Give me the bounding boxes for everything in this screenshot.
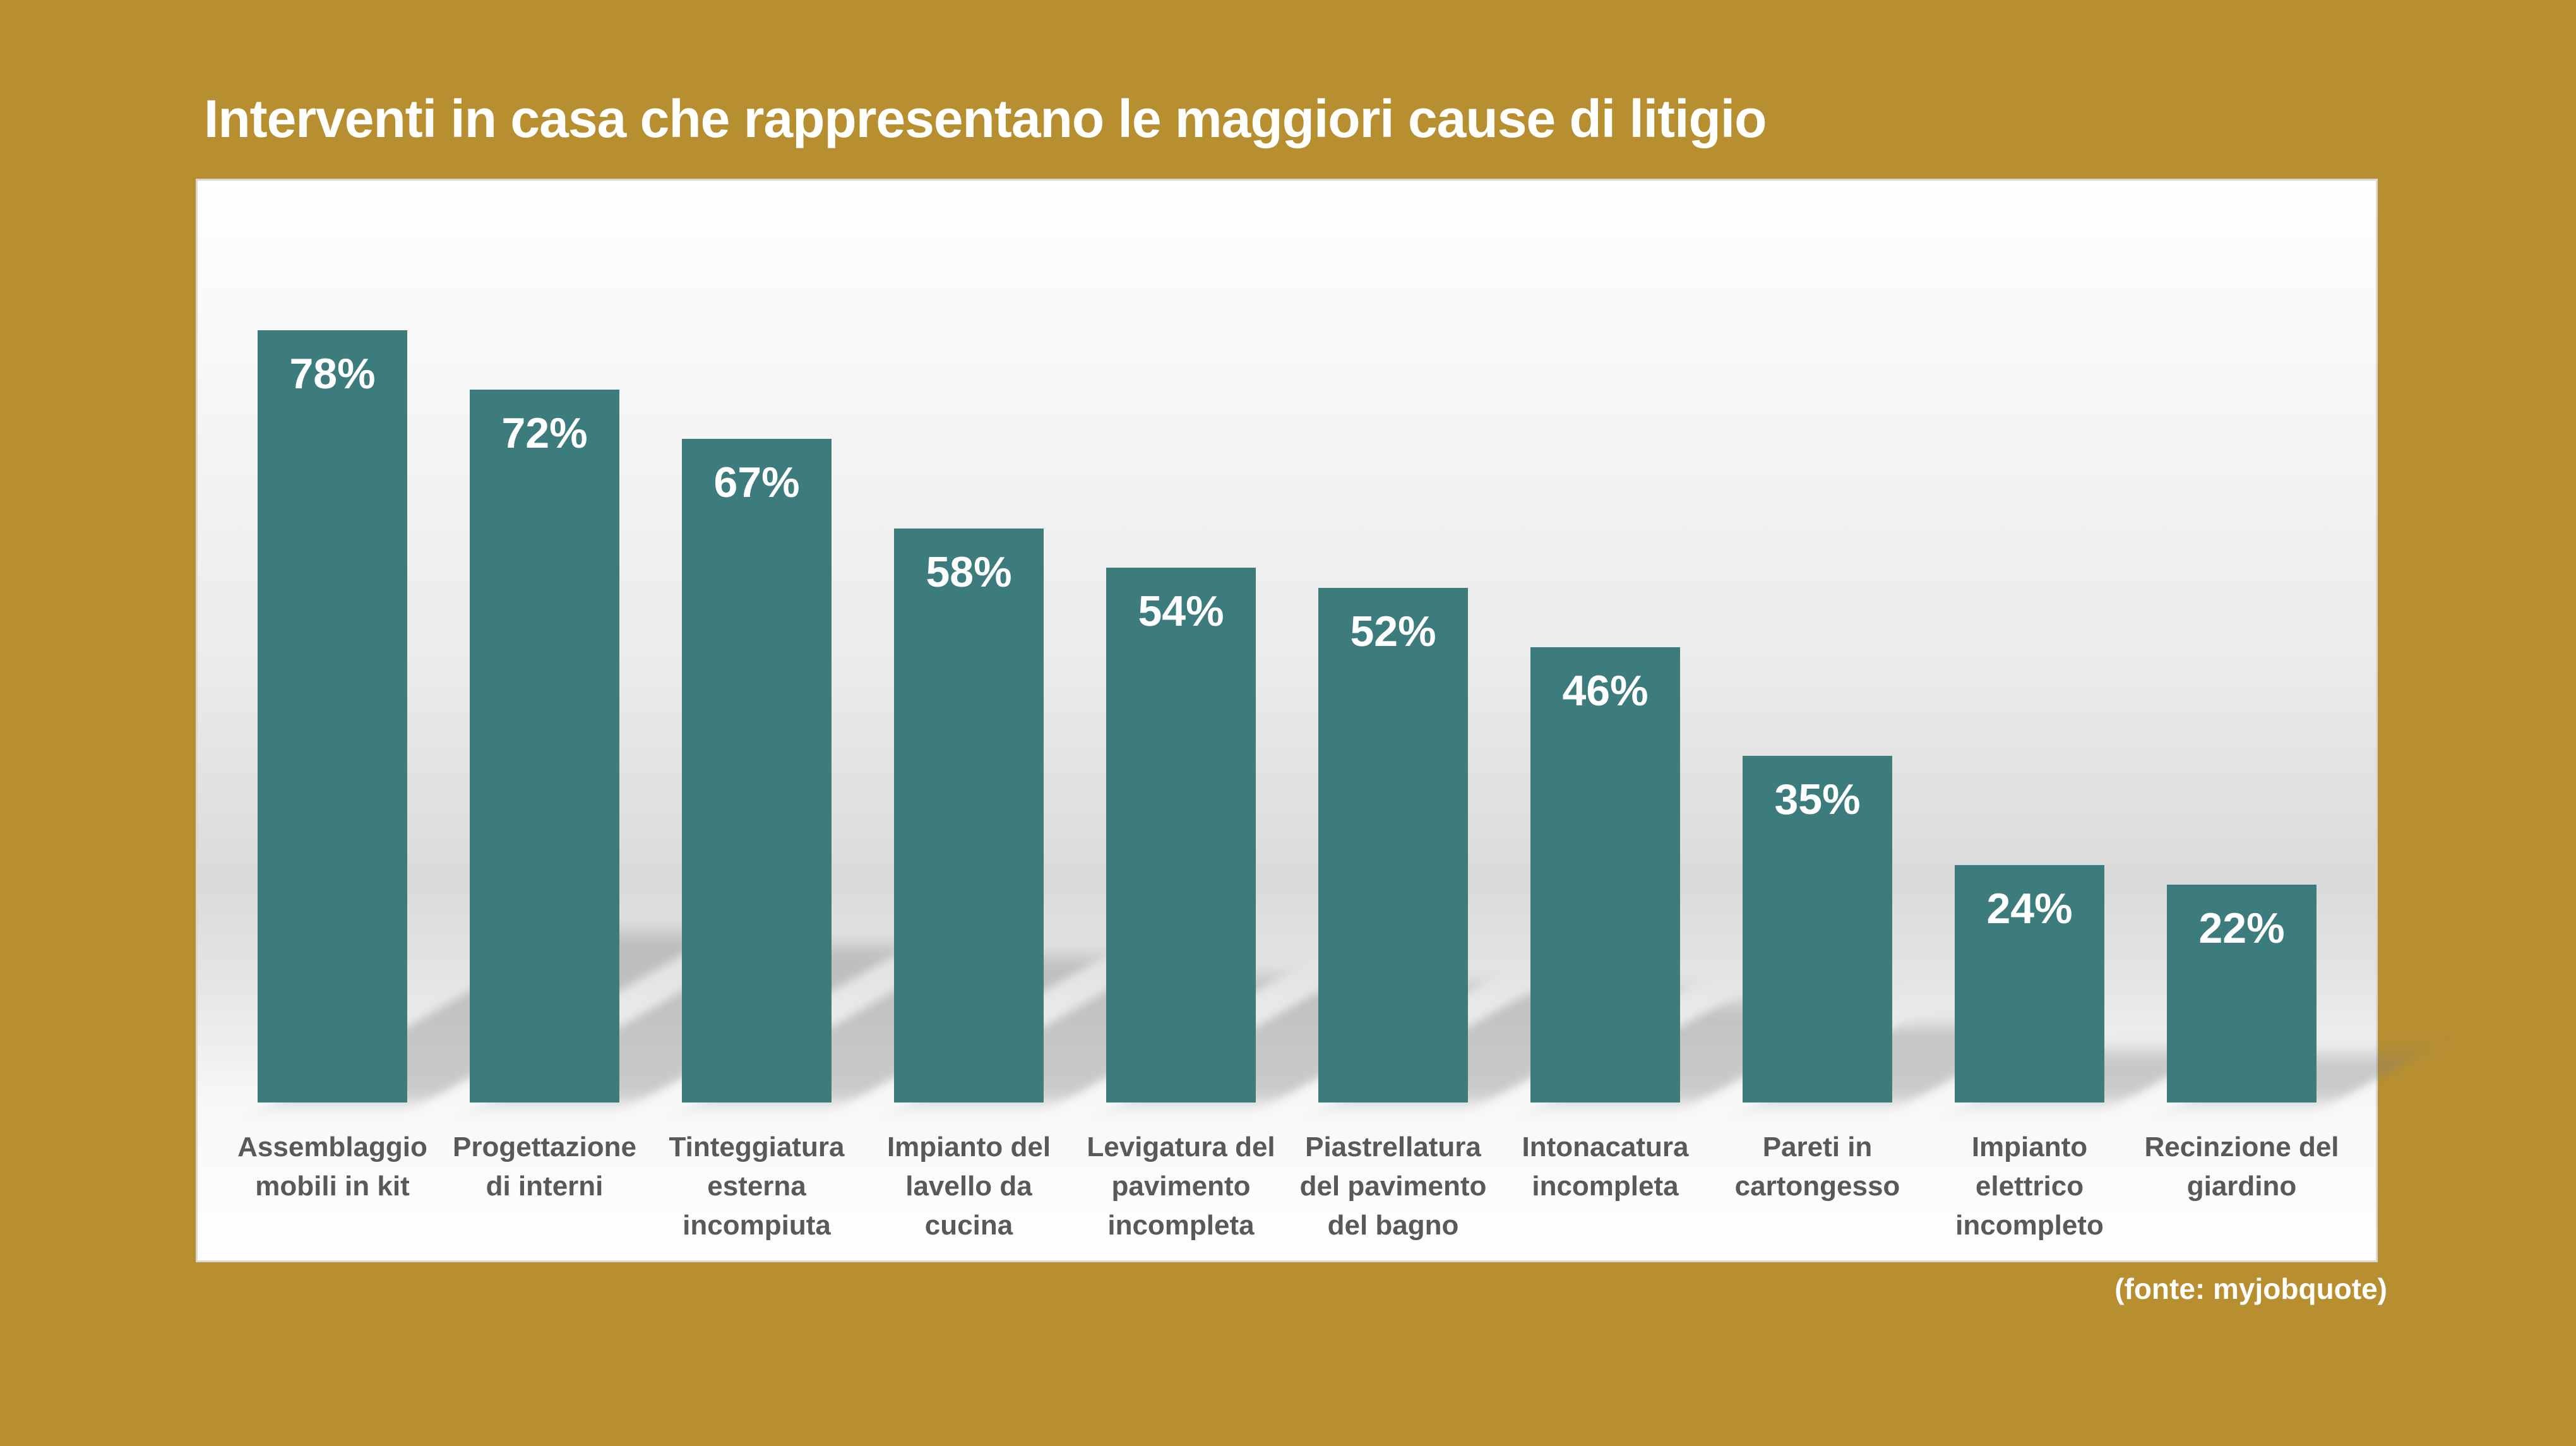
category-label-line: esterna	[707, 1171, 806, 1202]
category-label: Pareti in cartongesso	[1714, 1128, 1922, 1206]
category-label-line: incompleto	[1955, 1210, 2104, 1241]
category-label-line: pavimento	[1111, 1171, 1251, 1202]
category-label: Impianto elettrico incompleto	[1926, 1128, 2134, 1245]
bar	[2167, 885, 2317, 1102]
bar	[258, 330, 407, 1102]
bar	[682, 439, 832, 1102]
category-label-line: mobili in kit	[255, 1171, 410, 1202]
bar	[1318, 587, 1468, 1102]
bar	[894, 528, 1044, 1102]
plot-area: 78% Assemblaggio mobili in kit 72% Progettaz…	[198, 181, 2419, 1260]
category-label-line: incompleta	[1107, 1210, 1255, 1241]
data-label: 58%	[926, 547, 1012, 596]
category-label-line: Impianto	[1971, 1132, 2088, 1162]
data-label: 54%	[1138, 587, 1224, 636]
data-label: 72%	[501, 409, 588, 458]
category-label-line: Impianto del	[886, 1132, 1051, 1162]
category-label: Levigatura del pavimento incompleta	[1077, 1128, 1285, 1245]
category-label-line: Progettazione	[453, 1132, 636, 1162]
category-label-line: elettrico	[1975, 1171, 2084, 1202]
category-label: Tinteggiatura esterna incompiuta	[653, 1128, 861, 1245]
category-label-line: del pavimento	[1299, 1171, 1487, 1202]
bar	[1955, 864, 2104, 1102]
category-label-line: incompiuta	[683, 1210, 831, 1241]
source-note: (fonte: myjobquote)	[2114, 1272, 2387, 1305]
category-label-line: Tinteggiatura	[669, 1132, 845, 1162]
data-label: 46%	[1562, 666, 1649, 715]
category-label-line: lavello da	[905, 1171, 1032, 1202]
category-label-line: del bagno	[1327, 1210, 1459, 1241]
bar	[1743, 756, 1892, 1102]
category-label-line: cartongesso	[1734, 1171, 1900, 1202]
category-label: Piastrellatura del pavimento del bagno	[1289, 1128, 1498, 1245]
category-label: Intonacatura incompleta	[1501, 1128, 1710, 1206]
category-label-line: Levigatura del	[1087, 1132, 1275, 1162]
category-label-line: giardino	[2186, 1171, 2297, 1202]
data-label: 78%	[289, 349, 376, 398]
category-label: Recinzione del giardino	[2138, 1128, 2346, 1206]
bar	[470, 390, 619, 1102]
category-label: Progettazione di interni	[441, 1128, 649, 1206]
data-label: 52%	[1350, 607, 1436, 655]
data-label: 24%	[1986, 884, 2073, 933]
category-label-line: Pareti in	[1762, 1132, 1873, 1162]
chart-title: Interventi in casa che rappresentano le …	[204, 89, 1767, 148]
category-label-line: di interni	[486, 1171, 604, 1202]
data-label: 22%	[2198, 904, 2285, 953]
bar	[1530, 647, 1680, 1102]
category-label-line: Assemblaggio	[237, 1132, 427, 1162]
category-label-line: Intonacatura	[1522, 1132, 1689, 1162]
category-label-line: Piastrellatura	[1305, 1132, 1481, 1162]
data-label: 67%	[713, 458, 800, 507]
category-label: Assemblaggio mobili in kit	[229, 1128, 437, 1206]
category-label-line: Recinzione del	[2144, 1132, 2339, 1162]
data-label: 35%	[1774, 775, 1861, 824]
category-label: Impianto del lavello da cucina	[865, 1128, 1073, 1245]
category-label-line: incompleta	[1532, 1171, 1679, 1202]
category-label-line: cucina	[924, 1210, 1013, 1241]
bar	[1106, 568, 1256, 1102]
chart-panel: 78% Assemblaggio mobili in kit 72% Progettaz…	[198, 181, 2419, 1260]
